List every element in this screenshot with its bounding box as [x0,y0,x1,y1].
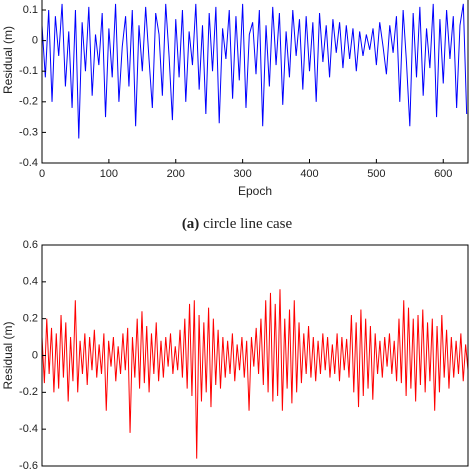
x-tick-label: 500 [367,168,385,180]
y-tick-label: -0.4 [19,157,38,169]
y-tick-label: -0.6 [19,460,38,472]
caption-text: circle line case [203,216,292,232]
line-series [42,3,468,139]
x-tick-label: 100 [100,168,118,180]
y-tick-label: 0.4 [23,276,38,288]
y-tick-label: -0.2 [19,386,38,398]
caption-label: (a) [182,216,200,232]
y-axis-label: Residual (m) [1,26,15,94]
x-tick-label: 0 [39,168,45,180]
x-tick-label: 300 [233,168,251,180]
x-tick-label: 400 [300,168,318,180]
y-tick-label: 0 [32,35,38,47]
x-tick-label: 600 [434,168,452,180]
line-series [42,289,468,459]
y-tick-label: 0.2 [23,313,38,325]
y-tick-label: -0.2 [19,96,38,108]
x-tick-label: 200 [167,168,185,180]
y-tick-label: -0.4 [19,423,38,435]
y-tick-label: -0.3 [19,126,38,138]
y-tick-label: -0.1 [19,65,38,77]
y-tick-label: 0 [32,349,38,361]
y-tick-label: 0.1 [23,4,38,16]
y-axis-label: Residual (m) [1,321,15,389]
y-tick-label: 0.6 [23,239,38,251]
plot-frame [41,244,469,467]
caption: (a) circle line case [182,216,293,232]
x-axis-label: Epoch [238,184,272,198]
